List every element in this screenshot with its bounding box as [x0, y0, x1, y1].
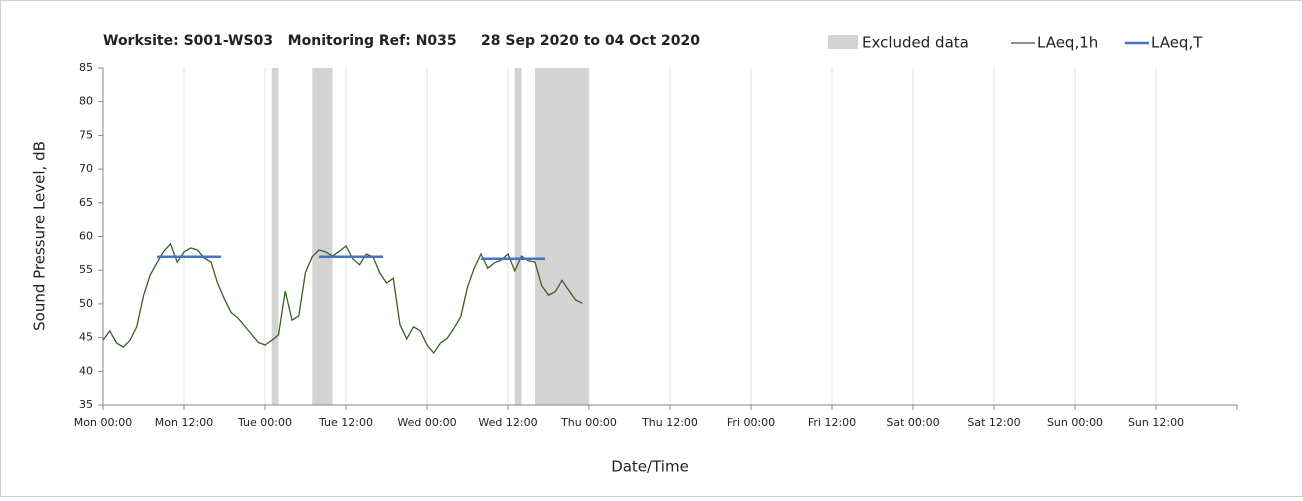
- x-tick-label: Sun 12:00: [1128, 416, 1184, 429]
- y-tick-label: 80: [79, 95, 93, 108]
- x-tick-label: Tue 12:00: [318, 416, 373, 429]
- y-tick-label: 70: [79, 162, 93, 175]
- y-tick-label: 45: [79, 331, 93, 344]
- y-tick-label: 55: [79, 263, 93, 276]
- x-axis-label: Date/Time: [611, 458, 689, 476]
- y-tick-label: 40: [79, 364, 93, 377]
- excluded-band: [271, 68, 279, 405]
- x-tick-label: Sat 12:00: [967, 416, 1020, 429]
- excluded-band: [312, 68, 333, 405]
- y-tick-label: 60: [79, 230, 93, 243]
- x-tick-label: Fri 00:00: [727, 416, 775, 429]
- legend-label: LAeq,1h: [1037, 34, 1098, 52]
- y-axis-label: Sound Pressure Level, dB: [31, 141, 49, 331]
- x-tick-label: Sun 00:00: [1047, 416, 1103, 429]
- y-tick-label: 85: [79, 61, 93, 74]
- x-tick-label: Wed 12:00: [478, 416, 537, 429]
- x-tick-label: Fri 12:00: [808, 416, 856, 429]
- y-tick-label: 35: [79, 398, 93, 411]
- legend-label: LAeq,T: [1151, 34, 1203, 52]
- x-tick-label: Tue 00:00: [237, 416, 292, 429]
- y-tick-label: 50: [79, 297, 93, 310]
- x-tick-label: Mon 12:00: [155, 416, 213, 429]
- y-tick-label: 65: [79, 196, 93, 209]
- x-tick-label: Thu 12:00: [641, 416, 698, 429]
- legend-label: Excluded data: [862, 34, 969, 52]
- excluded-band: [535, 68, 589, 405]
- y-tick-label: 75: [79, 128, 93, 141]
- x-tick-label: Mon 00:00: [74, 416, 132, 429]
- chart-title: Worksite: S001-WS03 Monitoring Ref: N035…: [103, 33, 700, 49]
- x-tick-label: Wed 00:00: [397, 416, 456, 429]
- x-tick-label: Thu 00:00: [560, 416, 617, 429]
- excluded-band: [514, 68, 522, 405]
- x-tick-label: Sat 00:00: [886, 416, 939, 429]
- legend-swatch: [828, 35, 858, 49]
